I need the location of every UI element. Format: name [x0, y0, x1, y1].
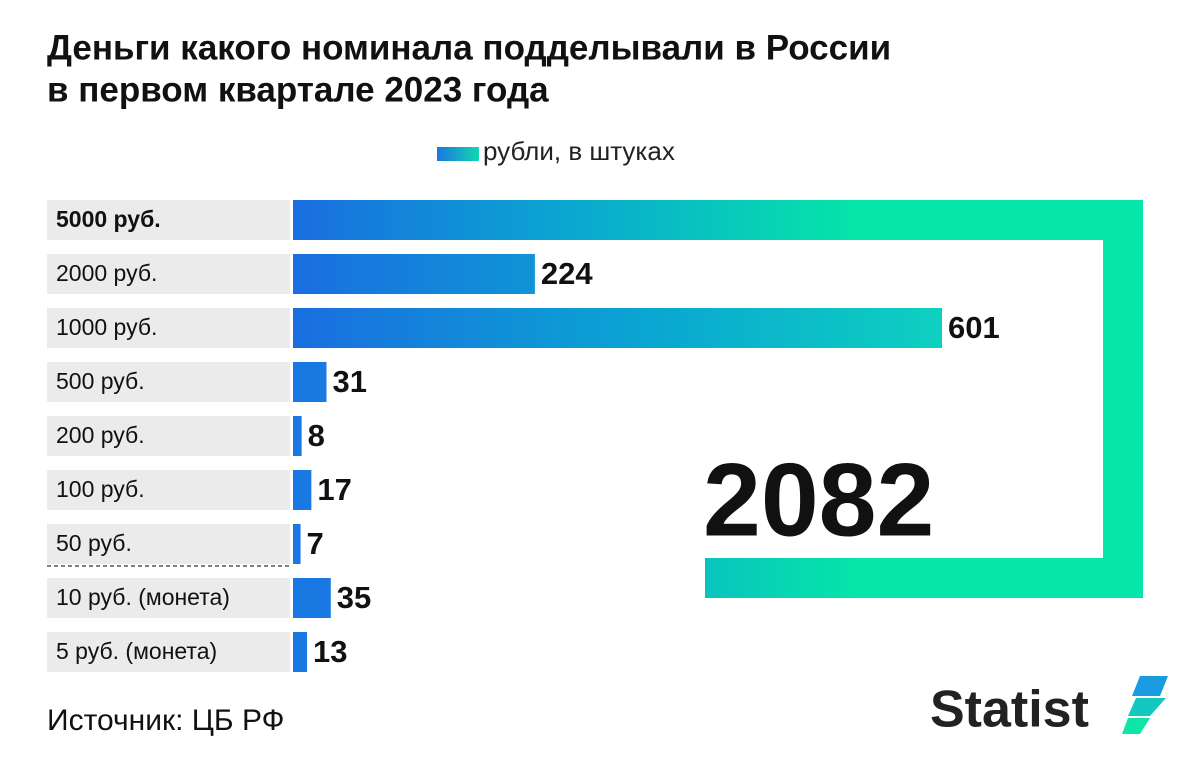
category-box: [47, 416, 290, 456]
value-label: 35: [337, 580, 371, 615]
category-label: 5 руб. (монета): [56, 638, 217, 664]
bar: [293, 254, 535, 294]
bar: [293, 632, 308, 672]
value-label: 7: [307, 526, 324, 561]
category-box: [47, 578, 290, 618]
value-label: 224: [541, 256, 593, 291]
legend-label: рубли, в штуках: [483, 136, 675, 166]
value-label: 8: [308, 418, 325, 453]
bar: [293, 578, 331, 618]
value-label: 2082: [703, 442, 934, 558]
category-label: 100 руб.: [56, 476, 145, 502]
category-label: 1000 руб.: [56, 314, 157, 340]
source: Источник: ЦБ РФ: [47, 704, 284, 737]
value-label: 601: [948, 310, 1000, 345]
bar: [293, 416, 302, 456]
title-line: в первом квартале 2023 года: [47, 70, 549, 109]
logo-icon: [1122, 676, 1168, 734]
bar: [293, 308, 942, 348]
category-label: 50 руб.: [56, 530, 132, 556]
category-label: 500 руб.: [56, 368, 145, 394]
category-label: 5000 руб.: [56, 206, 161, 232]
category-box: [47, 524, 290, 564]
bar: [293, 362, 327, 402]
category-box: [47, 200, 290, 240]
bar: [293, 524, 301, 564]
value-label: 17: [317, 472, 351, 507]
category-label: 2000 руб.: [56, 260, 157, 286]
category-box: [47, 362, 290, 402]
value-label: 31: [332, 364, 366, 399]
title-line: Деньги какого номинала подделывали в Рос…: [47, 28, 891, 67]
logo: Statist: [930, 681, 1089, 739]
bar: [293, 470, 312, 510]
legend-swatch: [437, 147, 479, 161]
bar: [293, 200, 1143, 598]
category-label: 10 руб. (монета): [56, 584, 230, 610]
category-box: [47, 308, 290, 348]
category-box: [47, 470, 290, 510]
category-label: 200 руб.: [56, 422, 145, 448]
category-box: [47, 632, 290, 672]
category-box: [47, 254, 290, 294]
value-label: 13: [313, 634, 347, 669]
